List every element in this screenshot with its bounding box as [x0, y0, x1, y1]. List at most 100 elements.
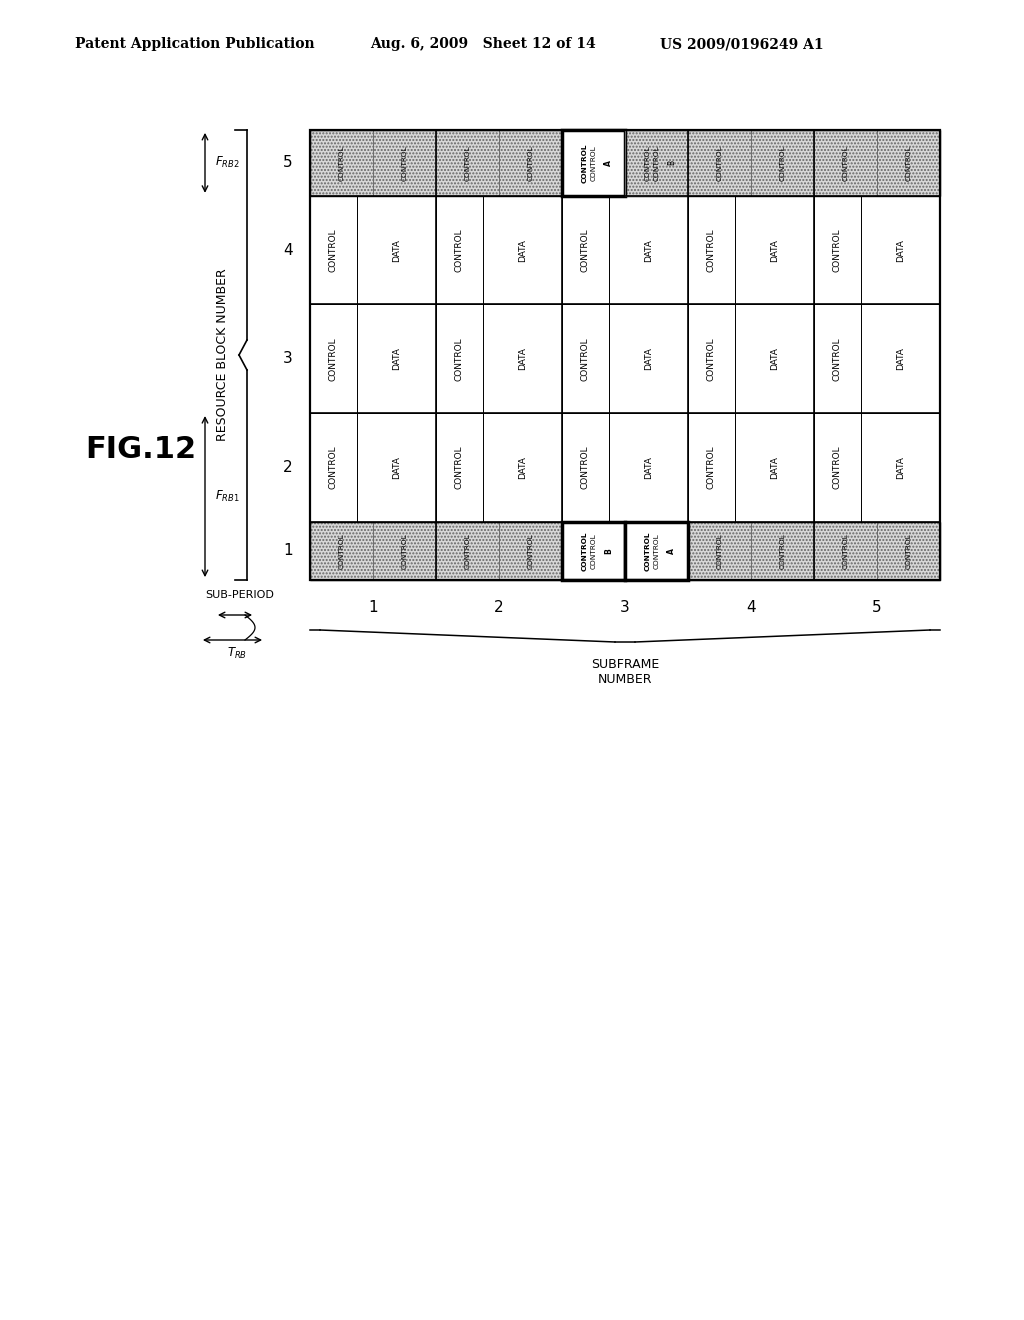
Bar: [814, 195, 860, 305]
Bar: [877, 129, 940, 195]
Text: DATA: DATA: [896, 239, 905, 261]
Text: CONTROL: CONTROL: [779, 533, 785, 569]
Bar: [562, 521, 625, 579]
Bar: [310, 521, 373, 579]
Bar: [608, 413, 688, 521]
Text: 1: 1: [284, 544, 293, 558]
Text: DATA: DATA: [770, 457, 779, 479]
Text: 3: 3: [283, 351, 293, 366]
Bar: [625, 521, 688, 579]
Bar: [436, 195, 482, 305]
Text: $F_{RB2}$: $F_{RB2}$: [215, 156, 240, 170]
Bar: [482, 413, 562, 521]
Text: DATA: DATA: [896, 457, 905, 479]
Bar: [860, 413, 940, 521]
Bar: [814, 521, 877, 579]
Text: CONTROL: CONTROL: [717, 533, 723, 569]
Bar: [734, 195, 814, 305]
Bar: [625, 521, 688, 579]
Bar: [860, 195, 940, 305]
Text: CONTROL: CONTROL: [339, 145, 344, 181]
Text: DATA: DATA: [644, 239, 653, 261]
Text: 2: 2: [495, 601, 504, 615]
Text: 3: 3: [621, 601, 630, 615]
Bar: [562, 413, 608, 521]
Text: DATA: DATA: [518, 239, 526, 261]
Bar: [499, 129, 562, 195]
Text: CONTROL: CONTROL: [581, 337, 590, 380]
Bar: [373, 521, 436, 579]
Text: CONTROL: CONTROL: [401, 145, 408, 181]
Text: CONTROL: CONTROL: [455, 446, 464, 490]
Text: CONTROL: CONTROL: [401, 533, 408, 569]
Text: CONTROL: CONTROL: [591, 533, 597, 569]
Bar: [860, 305, 940, 413]
Text: US 2009/0196249 A1: US 2009/0196249 A1: [660, 37, 823, 51]
Text: Patent Application Publication: Patent Application Publication: [75, 37, 314, 51]
Text: DATA: DATA: [770, 239, 779, 261]
Bar: [688, 413, 734, 521]
Text: CONTROL: CONTROL: [527, 145, 534, 181]
Bar: [608, 305, 688, 413]
Text: B: B: [667, 160, 676, 165]
Text: CONTROL: CONTROL: [843, 145, 849, 181]
Bar: [356, 195, 436, 305]
Text: CONTROL: CONTROL: [329, 446, 338, 490]
Bar: [562, 305, 608, 413]
Text: CONTROL: CONTROL: [833, 446, 842, 490]
Text: CONTROL: CONTROL: [833, 337, 842, 380]
Bar: [625, 129, 688, 195]
Bar: [814, 413, 860, 521]
Text: CONTROL: CONTROL: [329, 228, 338, 272]
Text: DATA: DATA: [392, 457, 400, 479]
Bar: [751, 129, 814, 195]
Text: SUB-PERIOD: SUB-PERIOD: [205, 590, 273, 601]
Text: A: A: [604, 160, 613, 166]
Text: DATA: DATA: [518, 457, 526, 479]
Bar: [562, 195, 608, 305]
Text: $F_{RB1}$: $F_{RB1}$: [215, 488, 240, 504]
Bar: [310, 195, 356, 305]
Text: CONTROL: CONTROL: [339, 533, 344, 569]
Bar: [310, 413, 356, 521]
Bar: [482, 305, 562, 413]
Bar: [373, 129, 436, 195]
Text: RESOURCE BLOCK NUMBER: RESOURCE BLOCK NUMBER: [216, 269, 229, 441]
Text: CONTROL: CONTROL: [581, 446, 590, 490]
Text: CONTROL: CONTROL: [707, 446, 716, 490]
Text: CONTROL: CONTROL: [905, 145, 911, 181]
Bar: [499, 521, 562, 579]
Text: CONTROL: CONTROL: [905, 533, 911, 569]
Bar: [814, 305, 860, 413]
Text: Aug. 6, 2009   Sheet 12 of 14: Aug. 6, 2009 Sheet 12 of 14: [370, 37, 596, 51]
Text: A: A: [667, 548, 676, 554]
Text: DATA: DATA: [896, 347, 905, 370]
Bar: [608, 195, 688, 305]
Bar: [877, 521, 940, 579]
Text: 4: 4: [284, 243, 293, 257]
Bar: [751, 521, 814, 579]
Text: 1: 1: [369, 601, 378, 615]
Bar: [688, 195, 734, 305]
Text: DATA: DATA: [644, 457, 653, 479]
Text: CONTROL: CONTROL: [707, 228, 716, 272]
Text: CONTROL: CONTROL: [707, 337, 716, 380]
Bar: [734, 305, 814, 413]
Bar: [356, 305, 436, 413]
Bar: [436, 305, 482, 413]
Text: $T_{RB}$: $T_{RB}$: [227, 645, 248, 661]
Text: B: B: [604, 548, 613, 554]
Text: DATA: DATA: [644, 347, 653, 370]
Bar: [625, 129, 688, 195]
Text: 2: 2: [284, 459, 293, 475]
Text: CONTROL: CONTROL: [653, 145, 659, 181]
Text: FIG.12: FIG.12: [85, 436, 197, 465]
Text: DATA: DATA: [770, 347, 779, 370]
Bar: [688, 129, 751, 195]
Bar: [562, 129, 625, 195]
Text: DATA: DATA: [392, 347, 400, 370]
Text: CONTROL: CONTROL: [582, 143, 588, 182]
Bar: [310, 129, 373, 195]
Text: 5: 5: [284, 156, 293, 170]
Text: CONTROL: CONTROL: [591, 145, 597, 181]
